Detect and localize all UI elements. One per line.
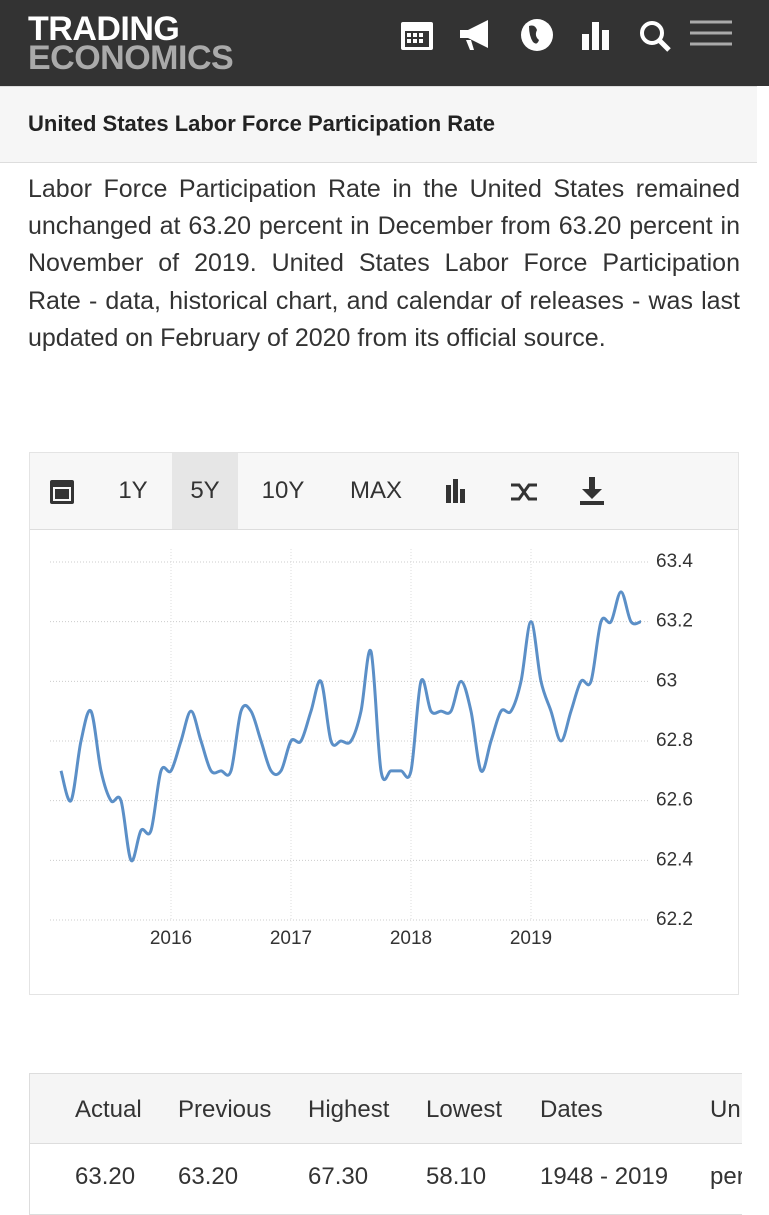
y-tick-label: 62.4 bbox=[656, 849, 693, 870]
table-cell: 63.20 bbox=[75, 1163, 136, 1190]
y-tick-label: 62.8 bbox=[656, 730, 693, 751]
table-header-cell: Highest bbox=[308, 1096, 390, 1123]
title-bar: United States Labor Force Participation … bbox=[0, 86, 757, 163]
menu-icon[interactable] bbox=[690, 20, 732, 46]
table-header-cell: Previous bbox=[178, 1096, 272, 1123]
calendar-button[interactable] bbox=[50, 480, 74, 504]
news-icon[interactable] bbox=[460, 20, 488, 50]
y-tick-label: 63 bbox=[656, 670, 677, 691]
data-line bbox=[59, 590, 642, 863]
table-cell: 63.20 bbox=[178, 1163, 239, 1190]
table-header-cell: Lowest bbox=[426, 1096, 503, 1123]
toolbar-icons bbox=[50, 477, 604, 505]
table-cell: percent bbox=[710, 1163, 742, 1190]
y-tick-label: 62.6 bbox=[656, 790, 693, 811]
table-header-cell: Unit bbox=[710, 1096, 742, 1123]
chart: 62.2 62.4 62.6 62.8 63 63.2 63.4 2016 2017 2018 20… bbox=[50, 549, 693, 949]
x-tick-label: 2017 bbox=[270, 928, 312, 949]
x-tick-label: 2019 bbox=[510, 928, 552, 949]
page-title: United States Labor Force Participation … bbox=[28, 111, 495, 136]
indicators-icon[interactable] bbox=[582, 22, 609, 50]
y-tick-label: 62.2 bbox=[656, 909, 693, 930]
chart-type-button[interactable] bbox=[446, 479, 465, 503]
x-tick-label: 2018 bbox=[390, 928, 432, 949]
table-cell: 58.10 bbox=[426, 1163, 487, 1190]
range-button[interactable]: MAX bbox=[349, 477, 402, 504]
summary-table: Actual Previous Highest Lowest Dates Unit 63.2… bbox=[29, 1073, 742, 1215]
table-cell: 67.30 bbox=[308, 1163, 369, 1190]
table-header-cell: Actual bbox=[75, 1096, 142, 1123]
globe-icon[interactable] bbox=[521, 19, 553, 51]
search-icon[interactable] bbox=[640, 21, 671, 52]
chart-toolbar: 1Y 5Y 10Y MAX bbox=[30, 453, 738, 530]
header-icons bbox=[401, 19, 732, 52]
y-tick-label: 63.4 bbox=[656, 551, 693, 572]
chart-box: 1Y 5Y 10Y MAX 62.2 62.4 62.6 62.8 63 63.2 63.4 201… bbox=[29, 452, 739, 995]
logo-bottom[interactable]: ECONOMICS bbox=[28, 39, 234, 77]
range-button[interactable]: 5Y bbox=[172, 453, 238, 529]
top-bar: TRADING ECONOMICS bbox=[0, 0, 769, 86]
download-button[interactable] bbox=[580, 477, 604, 505]
range-button[interactable]: 1Y bbox=[118, 477, 148, 504]
logo-top[interactable]: TRADING bbox=[28, 10, 180, 48]
table-cell: 1948 - 2019 bbox=[540, 1163, 669, 1190]
y-tick-label: 63.2 bbox=[656, 611, 693, 632]
x-tick-label: 2016 bbox=[150, 928, 192, 949]
table-header-row: Actual Previous Highest Lowest Dates Unit bbox=[30, 1074, 742, 1144]
description: Labor Force Participation Rate in the Un… bbox=[28, 175, 740, 352]
calendar-icon[interactable] bbox=[401, 22, 433, 50]
range-button[interactable]: 10Y bbox=[261, 477, 305, 504]
compare-button[interactable] bbox=[511, 483, 537, 501]
table-header-cell: Dates bbox=[540, 1096, 603, 1123]
